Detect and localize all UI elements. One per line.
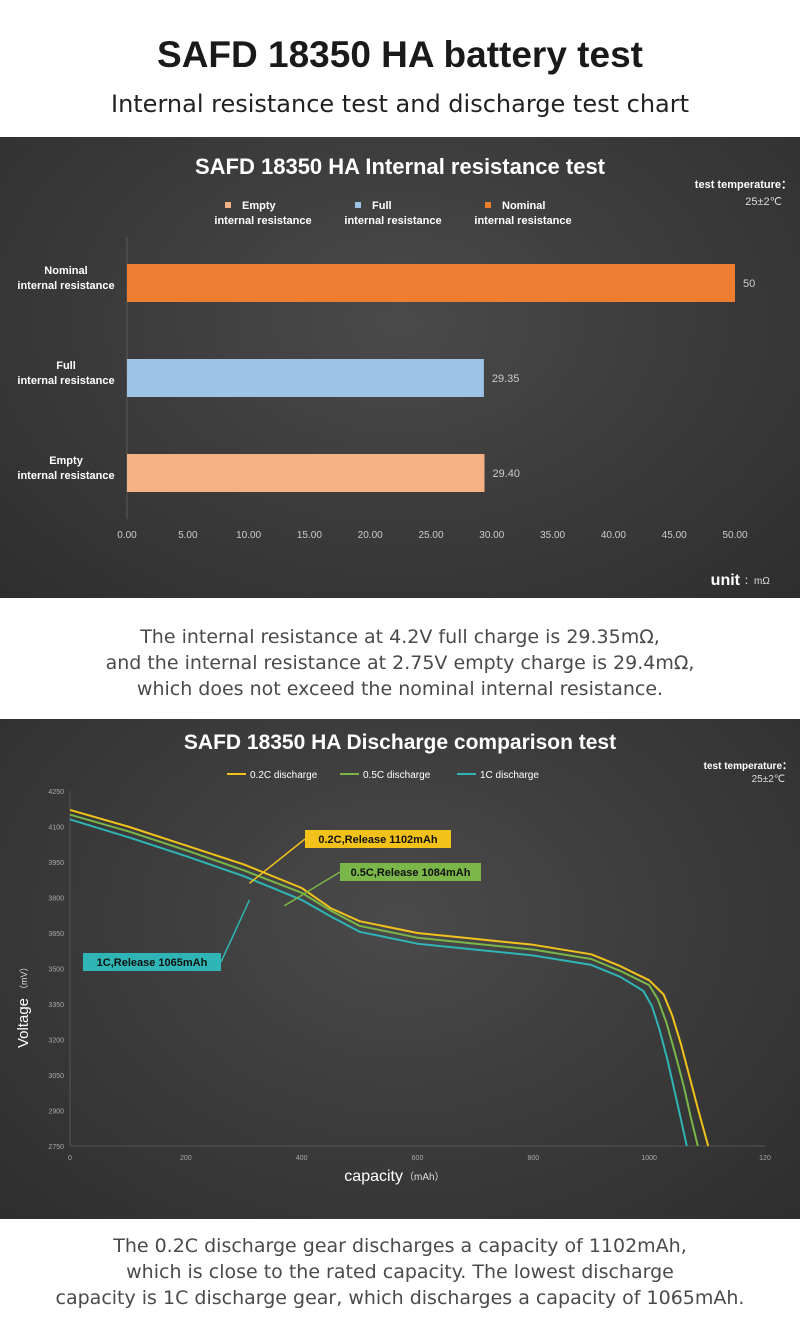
resistance-chart: SAFD 18350 HA Internal resistance test te… — [17, 154, 792, 589]
y-axis-unit: （mV） — [19, 962, 29, 994]
legend-item: Full internal resistance — [344, 200, 441, 227]
legend-label-line-2: internal resistance — [344, 215, 441, 227]
y-tick-label: 3500 — [48, 967, 64, 974]
bar — [127, 454, 485, 492]
x-tick-label: 200 — [180, 1155, 192, 1162]
x-tick-label: 5.00 — [178, 530, 198, 541]
unit-label: unit — [711, 572, 741, 589]
x-tick-label: 800 — [527, 1155, 539, 1162]
x-tick-label: 25.00 — [418, 530, 443, 541]
discharge-caption: The 0.2C discharge gear discharges a cap… — [0, 1233, 800, 1311]
legend-item: 0.5C discharge — [340, 770, 431, 781]
category-label: Full — [56, 360, 76, 372]
callout-leader — [220, 899, 251, 963]
y-tick-label: 4250 — [48, 789, 64, 796]
page-title: SAFD 18350 HA battery test — [157, 34, 643, 75]
test-temperature-value: 25±2℃ — [752, 774, 785, 785]
legend-label: Empty — [242, 200, 277, 212]
resistance-caption-line-3: which does not exceed the nominal intern… — [136, 678, 664, 700]
series-line — [69, 818, 688, 1147]
legend-item: 0.2C discharge — [227, 770, 318, 781]
test-temperature-label: test temperature： — [704, 761, 792, 772]
x-tick-label: 35.00 — [540, 530, 565, 541]
category-label: Empty — [49, 455, 84, 467]
x-axis-unit: （mAh） — [404, 1171, 445, 1183]
callout-label: 0.2C,Release 1102mAh — [318, 834, 438, 846]
x-tick-label: 15.00 — [297, 530, 322, 541]
resistance-chart-panel: SAFD 18350 HA Internal resistance test te… — [0, 137, 800, 598]
x-tick-label: 20.00 — [358, 530, 383, 541]
x-tick-label: 120 — [759, 1155, 771, 1162]
discharge-caption-line-3: capacity is 1C discharge gear, which dis… — [55, 1287, 745, 1309]
bar-value-label: 29.35 — [492, 373, 520, 385]
y-tick-label: 3650 — [48, 931, 64, 938]
resistance-caption-line-1: The internal resistance at 4.2V full cha… — [140, 626, 660, 648]
y-tick-label: 3200 — [48, 1038, 64, 1045]
x-tick-label: 600 — [412, 1155, 424, 1162]
discharge-caption-line-2: which is close to the rated capacity. Th… — [126, 1261, 674, 1283]
legend-label: 0.2C discharge — [250, 770, 318, 781]
unit-value: ：mΩ — [744, 576, 770, 587]
category-label-line-2: internal resistance — [17, 375, 114, 387]
callout-label: 1C,Release 1065mAh — [97, 957, 208, 969]
discharge-chart-panel: SAFD 18350 HA Discharge comparison test t… — [0, 719, 800, 1219]
discharge-caption-line-1: The 0.2C discharge gear discharges a cap… — [113, 1235, 687, 1257]
x-tick-label: 0.00 — [117, 530, 137, 541]
test-temperature-label: test temperature： — [695, 179, 792, 191]
y-tick-label: 4100 — [48, 825, 64, 832]
y-tick-label: 3950 — [48, 860, 64, 867]
bar-value-label: 50 — [743, 278, 755, 290]
legend-label: Nominal — [502, 200, 545, 212]
legend-item: 1C discharge — [457, 770, 539, 781]
x-tick-label: 400 — [296, 1155, 308, 1162]
resistance-chart-title: SAFD 18350 HA Internal resistance test — [195, 154, 606, 179]
test-temperature-value: 25±2℃ — [745, 196, 782, 208]
y-axis-label: Voltage — [15, 998, 32, 1048]
y-tick-label: 2900 — [48, 1109, 64, 1116]
x-tick-label: 0 — [68, 1155, 72, 1162]
callout-label: 0.5C,Release 1084mAh — [351, 867, 471, 879]
callout-box — [305, 830, 451, 848]
y-axis-title: Voltage （mV） — [15, 962, 32, 1048]
legend-label-line-2: internal resistance — [474, 215, 571, 227]
y-tick-label: 3800 — [48, 896, 64, 903]
y-tick-label: 3050 — [48, 1073, 64, 1080]
y-tick-label: 2750 — [48, 1144, 64, 1151]
x-tick-label: 45.00 — [662, 530, 687, 541]
legend-swatch — [355, 202, 361, 208]
bar — [127, 264, 735, 302]
category-label: Nominal — [44, 265, 87, 277]
x-tick-label: 40.00 — [601, 530, 626, 541]
callout-box — [83, 953, 221, 971]
series-line — [69, 808, 710, 1147]
legend-label: Full — [372, 200, 392, 212]
resistance-caption: The internal resistance at 4.2V full cha… — [0, 624, 800, 702]
discharge-chart: SAFD 18350 HA Discharge comparison test t… — [15, 731, 792, 1185]
category-label-line-2: internal resistance — [17, 470, 114, 482]
legend-label: 0.5C discharge — [363, 770, 431, 781]
x-tick-label: 1000 — [641, 1155, 657, 1162]
x-tick-label: 30.00 — [479, 530, 504, 541]
x-tick-label: 10.00 — [236, 530, 261, 541]
resistance-caption-line-2: and the internal resistance at 2.75V emp… — [105, 652, 695, 674]
bar — [127, 359, 484, 397]
bar-value-label: 29.40 — [493, 468, 521, 480]
legend-swatch — [485, 202, 491, 208]
callout-leader — [249, 838, 306, 884]
legend-label-line-2: internal resistance — [214, 215, 311, 227]
callout-leader — [283, 871, 341, 907]
y-tick-label: 3350 — [48, 1002, 64, 1009]
legend-item: Nominal internal resistance — [474, 200, 571, 227]
series-line — [69, 813, 699, 1147]
category-label-line-2: internal resistance — [17, 280, 114, 292]
discharge-chart-title: SAFD 18350 HA Discharge comparison test — [184, 731, 616, 754]
legend-swatch — [225, 202, 231, 208]
x-axis-label: capacity — [344, 1168, 403, 1185]
callout-box — [340, 863, 481, 881]
legend-label: 1C discharge — [480, 770, 539, 781]
x-tick-label: 50.00 — [722, 530, 747, 541]
legend-item: Empty internal resistance — [214, 200, 311, 227]
page-subtitle: Internal resistance test and discharge t… — [110, 90, 690, 118]
